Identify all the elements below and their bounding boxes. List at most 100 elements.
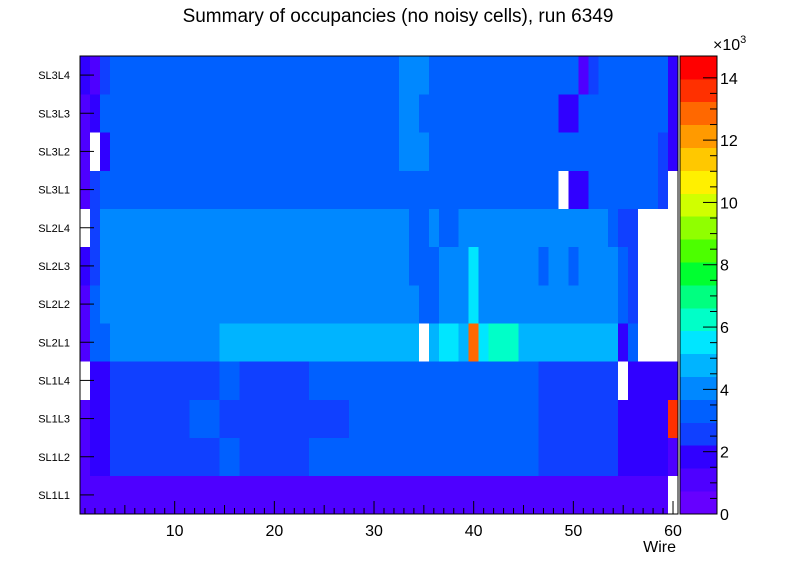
color-scale-segment bbox=[680, 124, 717, 148]
heatmap-cell bbox=[578, 246, 619, 286]
heatmap-cell bbox=[658, 170, 669, 209]
heatmap-cell bbox=[458, 170, 559, 209]
heatmap-cell bbox=[109, 437, 161, 477]
heatmap-cell bbox=[159, 170, 170, 209]
heatmap-cell bbox=[458, 323, 469, 362]
color-scale-segment bbox=[680, 78, 717, 103]
heatmap-cell bbox=[638, 285, 679, 324]
heatmap-cell bbox=[89, 361, 111, 400]
heatmap-cell bbox=[239, 361, 310, 400]
heatmap-cell bbox=[438, 323, 460, 362]
color-scale-segment bbox=[680, 56, 717, 80]
heatmap-cell bbox=[99, 94, 131, 133]
heatmap-cell bbox=[588, 56, 599, 95]
heatmap-cell bbox=[618, 323, 629, 362]
color-scale-segment bbox=[680, 330, 717, 355]
color-scale-segment bbox=[680, 376, 717, 400]
heatmap-cell bbox=[89, 246, 101, 286]
heatmap-cell bbox=[219, 361, 240, 400]
heatmap-cell bbox=[109, 361, 161, 400]
heatmap-cell bbox=[468, 132, 489, 171]
heatmap-cell bbox=[89, 208, 101, 248]
heatmap-cell bbox=[119, 208, 410, 248]
heatmap-cell bbox=[668, 94, 679, 133]
heatmap-cell bbox=[329, 56, 340, 95]
heatmap-cell bbox=[598, 56, 659, 95]
heatmap-cell bbox=[488, 94, 559, 133]
color-scale-segment bbox=[680, 422, 717, 446]
z-tick-label: 8 bbox=[720, 258, 729, 275]
heatmap-cell bbox=[638, 208, 679, 248]
color-scale-segment bbox=[680, 353, 717, 377]
y-category-label: SL1L4 bbox=[38, 375, 70, 387]
heatmap-cell bbox=[109, 399, 161, 438]
heatmap-cell bbox=[139, 285, 151, 324]
heatmap-cell bbox=[668, 399, 679, 438]
heatmap-cell bbox=[89, 437, 111, 477]
heatmap-cell bbox=[339, 399, 350, 438]
heatmap-cell bbox=[608, 208, 619, 248]
heatmap-cell bbox=[99, 170, 121, 209]
z-tick-label: 0 bbox=[720, 507, 729, 524]
heatmap-cell bbox=[89, 285, 101, 324]
y-category-label: SL2L2 bbox=[38, 299, 70, 311]
heatmap-cell bbox=[488, 323, 519, 362]
heatmap-cell bbox=[149, 323, 220, 362]
heatmap-cell bbox=[129, 94, 400, 133]
heatmap-cell bbox=[538, 361, 619, 400]
heatmap-cell bbox=[398, 94, 420, 133]
heatmap-cell bbox=[628, 361, 649, 400]
heatmap-cell bbox=[648, 361, 679, 400]
heatmap-cell bbox=[618, 361, 629, 400]
y-category-label: SL2L1 bbox=[38, 337, 70, 349]
chart-title: Summary of occupancies (no noisy cells),… bbox=[182, 6, 614, 27]
heatmap-cell bbox=[99, 132, 111, 171]
heatmap-cell bbox=[219, 323, 420, 362]
heatmap-cell bbox=[578, 56, 589, 95]
heatmap-cell bbox=[189, 399, 220, 438]
heatmap-cell bbox=[159, 361, 220, 400]
heatmap-cell bbox=[518, 323, 619, 362]
heatmap-cell bbox=[518, 132, 579, 171]
color-scale-segment bbox=[680, 307, 717, 332]
heatmap-cell bbox=[99, 285, 141, 324]
heatmap-cell bbox=[169, 132, 400, 171]
heatmap-cell bbox=[618, 399, 669, 438]
heatmap-cell bbox=[478, 56, 489, 95]
z-tick-label: 6 bbox=[720, 320, 729, 337]
heatmap-cell bbox=[428, 56, 450, 95]
color-scale-segment bbox=[680, 170, 717, 194]
heatmap-cell bbox=[668, 437, 679, 477]
color-scale-frame bbox=[679, 55, 718, 515]
color-scale-segment bbox=[680, 491, 717, 515]
heatmap-cell bbox=[119, 246, 410, 286]
heatmap-cell bbox=[159, 437, 220, 477]
heatmap-cell bbox=[478, 246, 539, 286]
heatmap-cell bbox=[668, 56, 679, 95]
heatmap-cell bbox=[468, 94, 489, 133]
heatmap-cell bbox=[219, 399, 340, 438]
heatmap-cell bbox=[109, 56, 131, 95]
heatmap-cell bbox=[219, 437, 240, 477]
heatmap-cell bbox=[418, 285, 440, 324]
color-scale-segment bbox=[680, 468, 717, 492]
z-exponent-label: ×103 bbox=[713, 34, 746, 54]
heatmap-cell bbox=[558, 94, 579, 133]
heatmap-cell bbox=[628, 323, 639, 362]
heatmap-cell bbox=[448, 132, 469, 171]
heatmap-cell bbox=[658, 132, 669, 171]
color-scale-segment bbox=[680, 399, 717, 423]
heatmap-cell bbox=[578, 94, 659, 133]
heatmap-cell bbox=[99, 246, 121, 286]
y-category-label: SL1L2 bbox=[38, 452, 70, 464]
heatmap-cell bbox=[538, 246, 549, 286]
heatmap-cell bbox=[99, 56, 111, 95]
heatmap-cell bbox=[628, 246, 639, 286]
x-tick-label: 60 bbox=[664, 523, 682, 540]
heatmap-cell bbox=[89, 94, 101, 133]
heatmap-cell bbox=[548, 246, 569, 286]
color-scale-segment bbox=[680, 216, 717, 240]
heatmap-cell bbox=[588, 170, 659, 209]
heatmap-cell bbox=[159, 132, 170, 171]
